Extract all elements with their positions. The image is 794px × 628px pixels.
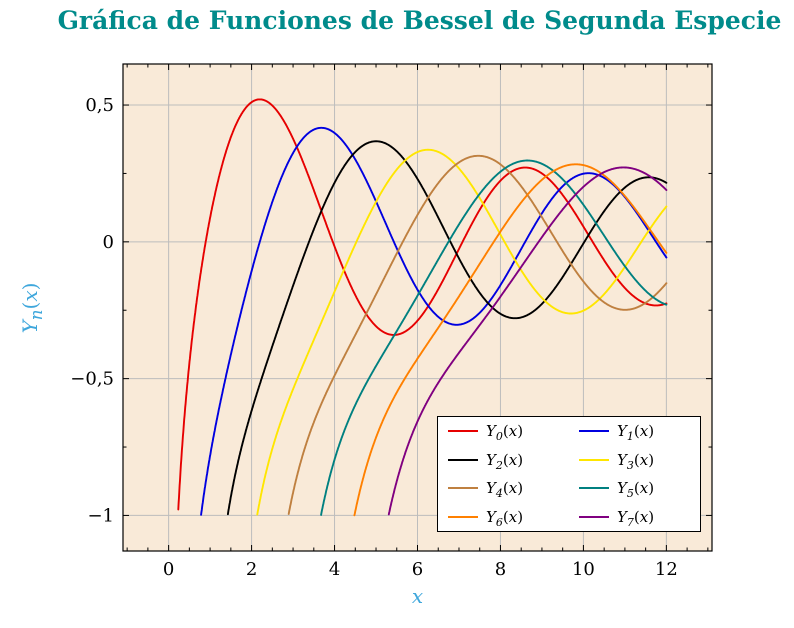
legend-label: Y3(x) bbox=[617, 450, 655, 472]
legend-item-Y0: Y0(x) bbox=[438, 422, 569, 444]
legend-line-sample bbox=[579, 515, 609, 518]
x-tick-label: 8 bbox=[495, 559, 506, 580]
legend-line-sample bbox=[579, 458, 609, 461]
legend-line-sample bbox=[448, 515, 478, 518]
x-tick-label: 6 bbox=[412, 559, 423, 580]
curve-Y7 bbox=[387, 166, 668, 516]
tick-labels: 0 2 4 6 8 10 12 0,5 0 −0,5 −1 bbox=[70, 95, 678, 580]
legend-item-Y2: Y2(x) bbox=[438, 450, 569, 472]
legend-label: Y6(x) bbox=[486, 507, 524, 529]
curve-Y3 bbox=[256, 148, 668, 516]
legend-label: Y4(x) bbox=[486, 479, 524, 501]
legend-label: Y5(x) bbox=[617, 479, 655, 501]
y-tick-label: 0 bbox=[103, 232, 114, 253]
legend-item-Y5: Y5(x) bbox=[569, 479, 700, 501]
legend-item-Y6: Y6(x) bbox=[438, 507, 569, 529]
x-tick-label: 0 bbox=[163, 559, 174, 580]
legend-line-sample bbox=[579, 487, 609, 490]
curve-Y6 bbox=[353, 163, 668, 517]
legend-item-Y3: Y3(x) bbox=[569, 450, 700, 472]
legend-label: Y7(x) bbox=[617, 507, 655, 529]
chart-title: Gráfica de Funciones de Bessel de Segund… bbox=[57, 6, 782, 35]
legend-item-Y1: Y1(x) bbox=[569, 422, 700, 444]
legend-item-Y7: Y7(x) bbox=[569, 507, 700, 529]
x-tick-label: 4 bbox=[329, 559, 340, 580]
legend-line-sample bbox=[448, 430, 478, 433]
curve-Y4 bbox=[287, 154, 668, 515]
x-tick-label: 2 bbox=[246, 559, 257, 580]
curve-Y5 bbox=[320, 159, 668, 516]
x-tick-label: 10 bbox=[572, 559, 595, 580]
legend-line-sample bbox=[448, 458, 478, 461]
legend-label: Y1(x) bbox=[617, 422, 655, 444]
y-tick-label: 0,5 bbox=[85, 95, 114, 116]
curves bbox=[177, 98, 668, 517]
x-axis-label: x bbox=[411, 584, 424, 608]
legend: Y0(x) Y1(x) Y2(x) Y3(x) Y4(x) Y5(x) Y6(x) Y7(x) bbox=[437, 416, 701, 532]
curve-Y0 bbox=[177, 98, 668, 511]
legend-item-Y4: Y4(x) bbox=[438, 479, 569, 501]
curve-Y2 bbox=[226, 140, 668, 516]
legend-label: Y2(x) bbox=[486, 450, 524, 472]
x-tick-label: 12 bbox=[655, 559, 678, 580]
legend-line-sample bbox=[448, 487, 478, 490]
y-axis-label: Yn(x) bbox=[18, 282, 46, 334]
legend-line-sample bbox=[579, 430, 609, 433]
curve-Y1 bbox=[200, 126, 668, 516]
y-tick-label: −1 bbox=[87, 505, 114, 526]
legend-label: Y0(x) bbox=[486, 422, 524, 444]
y-tick-label: −0,5 bbox=[70, 369, 114, 390]
plot-frame bbox=[122, 63, 713, 552]
